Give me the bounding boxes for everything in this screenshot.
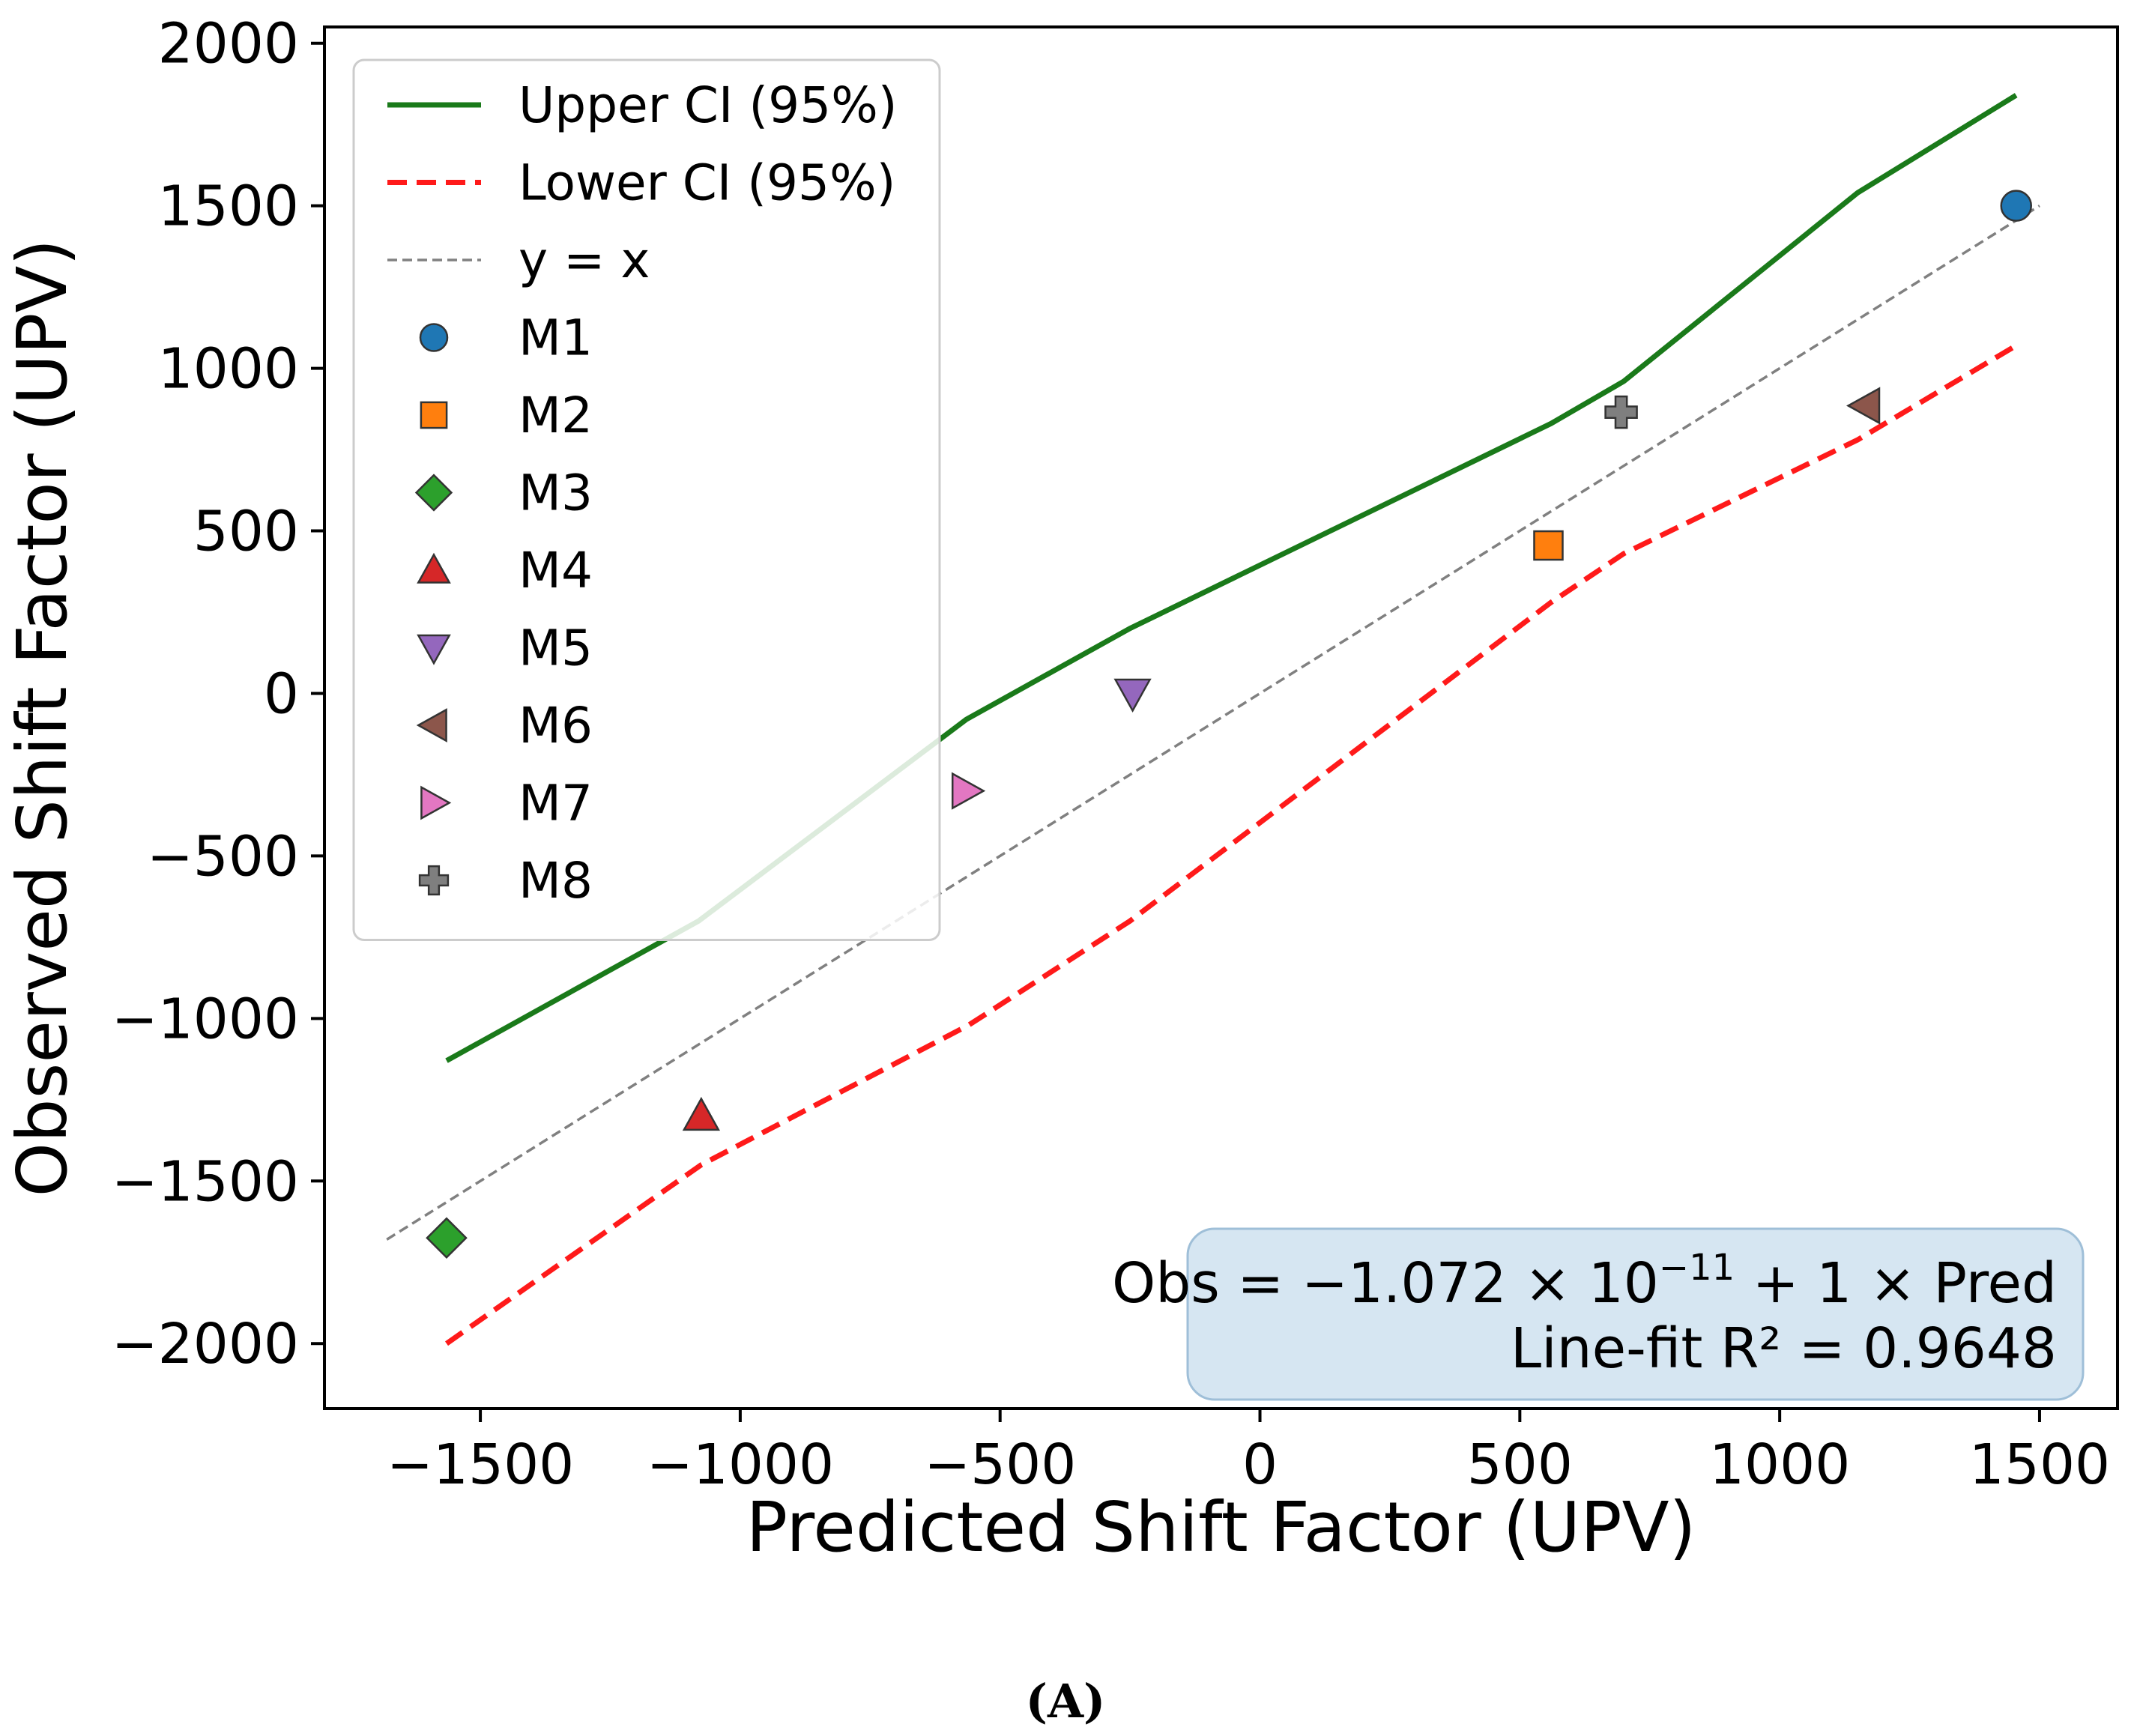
y-tick-label: −1500 <box>112 1149 299 1214</box>
x-axis-label: Predicted Shift Factor (UPV) <box>746 1487 1696 1567</box>
legend-marker-m5 <box>417 634 451 665</box>
y-tick-label: −500 <box>147 824 299 889</box>
legend-label: M4 <box>519 542 593 599</box>
legend-label: M1 <box>519 309 593 367</box>
identity-line <box>386 205 2040 1241</box>
legend-label: y = x <box>519 232 650 289</box>
legend-label: M6 <box>519 697 593 754</box>
x-tick-label: 1000 <box>1709 1433 1850 1497</box>
y-axis-label: Observed Shift Factor (UPV) <box>2 239 82 1197</box>
legend-label: Lower CI (95%) <box>519 154 895 212</box>
legend-marker-m1 <box>419 323 449 352</box>
legend-label: M3 <box>519 465 593 522</box>
panel-label: (A) <box>1026 1674 1106 1729</box>
legend: Upper CI (95%) Lower CI (95%) y = x M1 M2 M3 M… <box>352 58 941 941</box>
data-point-m3 <box>426 1217 468 1259</box>
legend-marker-m2 <box>420 401 448 429</box>
annotation-equation-suffix: + 1 × Pred <box>1735 1251 2057 1316</box>
data-point-m4 <box>682 1096 721 1131</box>
plot-frame <box>323 25 2119 1410</box>
x-tick-label: 0 <box>1242 1433 1278 1497</box>
y-tick-label: 2000 <box>158 12 299 76</box>
data-point-m6 <box>1846 387 1881 425</box>
x-tick-label: −500 <box>924 1433 1076 1497</box>
annotation-equation-exponent: −11 <box>1659 1247 1735 1289</box>
annotation-box <box>1186 1227 2085 1401</box>
fit-annotation: Obs = −1.072 × 10−11 + 1 × Pred Line-fit… <box>1112 1227 2085 1401</box>
x-tick-label: −1000 <box>647 1433 834 1497</box>
x-tick-label: 500 <box>1467 1433 1573 1497</box>
legend-label: M7 <box>519 775 593 832</box>
data-point-m5 <box>1113 678 1152 713</box>
y-tick-label: 1500 <box>158 175 299 239</box>
y-tick-label: 1000 <box>158 337 299 402</box>
x-tick-label: −1500 <box>387 1433 574 1497</box>
annotation-equation: Obs = −1.072 × 10−11 + 1 × Pred <box>1112 1247 2057 1316</box>
plot-area <box>386 93 2040 1346</box>
x-tick-label: 1500 <box>1969 1433 2110 1497</box>
data-point-m7 <box>951 772 986 810</box>
y-tick-label: 0 <box>264 662 299 726</box>
data-point-m8 <box>1604 395 1638 429</box>
lower-ci-line <box>444 343 2018 1346</box>
legend-marker-m8 <box>418 865 450 896</box>
legend-marker-m3 <box>414 474 453 512</box>
data-point-m2 <box>1533 530 1564 561</box>
data-point-m1 <box>2000 190 2032 222</box>
annotation-equation-main: Obs = −1.072 × 10 <box>1112 1251 1659 1316</box>
legend-label: M2 <box>519 387 593 444</box>
legend-label: Upper CI (95%) <box>519 76 898 134</box>
legend-label: M5 <box>519 620 593 677</box>
legend-box <box>352 58 941 941</box>
annotation-r-squared: Line-fit R² = 0.9648 <box>1511 1316 2057 1381</box>
legend-marker-m6 <box>416 708 447 743</box>
legend-marker-m7 <box>420 785 452 820</box>
legend-label: M8 <box>519 852 593 910</box>
y-tick-label: 500 <box>193 500 299 564</box>
y-tick-label: −2000 <box>112 1312 299 1376</box>
y-tick-label: −1000 <box>112 987 299 1051</box>
legend-marker-m4 <box>417 552 451 584</box>
axis-ticks: −1500 −1000 −500 0 500 1000 1500 −2000 −1500 −100… <box>112 12 2110 1497</box>
